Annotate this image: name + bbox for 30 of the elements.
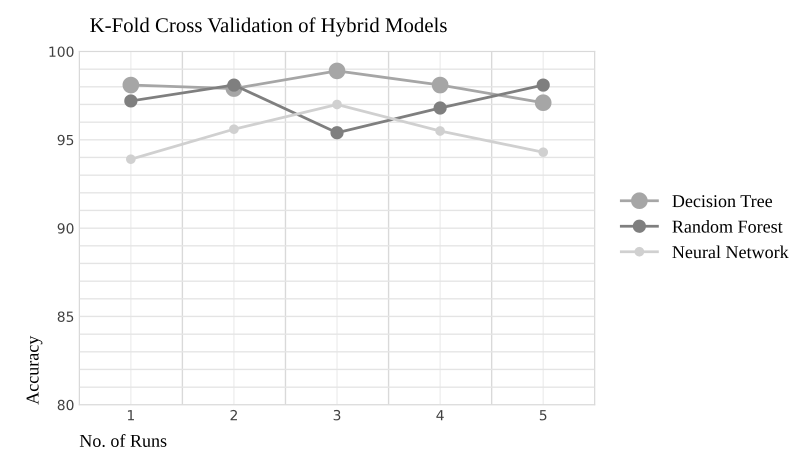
point xyxy=(330,126,344,140)
legend-label: Neural Network xyxy=(672,246,789,258)
x-tick-label: 2 xyxy=(230,410,237,420)
point xyxy=(122,76,140,94)
x-tick-label: 1 xyxy=(128,410,134,420)
point xyxy=(435,126,445,136)
point xyxy=(126,154,136,164)
x-axis-title: No. of Runs xyxy=(80,434,166,448)
point xyxy=(538,147,548,158)
legend-label: Decision Tree xyxy=(672,195,772,208)
y-axis-title: Accuracy xyxy=(26,336,42,405)
y-tick-label: 85 xyxy=(58,311,74,322)
y-tick-label: 100 xyxy=(49,46,74,57)
point xyxy=(432,76,448,94)
chart-title: K-Fold Cross Validation of Hybrid Models xyxy=(90,17,447,37)
point xyxy=(434,101,447,115)
point xyxy=(536,78,550,92)
x-tick-label: 3 xyxy=(334,410,340,420)
legend-label: Random Forest xyxy=(672,220,783,233)
point xyxy=(332,100,342,110)
point xyxy=(328,62,346,80)
x-tick-label: 5 xyxy=(540,410,546,420)
y-tick-label: 95 xyxy=(58,134,74,146)
y-tick-label: 90 xyxy=(58,223,74,234)
x-tick-label: 4 xyxy=(436,410,444,420)
y-tick-label: 80 xyxy=(58,400,74,410)
point xyxy=(124,94,138,108)
point xyxy=(227,78,241,92)
point xyxy=(229,124,239,134)
point xyxy=(534,94,552,112)
